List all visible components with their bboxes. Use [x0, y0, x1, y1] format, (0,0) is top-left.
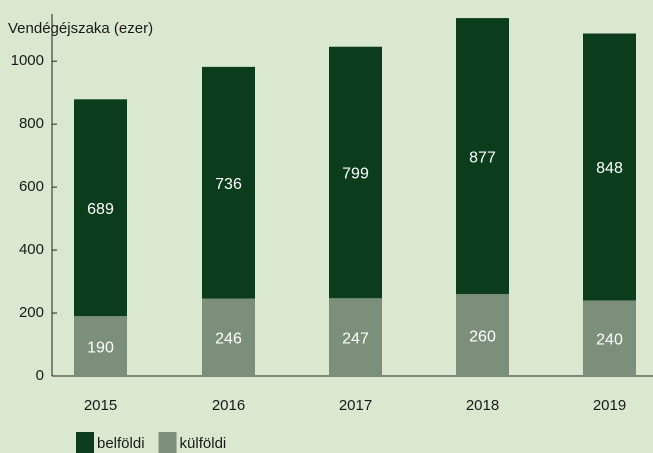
legend-swatch	[76, 432, 94, 453]
bar-segment	[329, 46, 382, 299]
data-label: 247	[342, 330, 369, 347]
bar-segment	[74, 99, 127, 317]
bar-segment	[74, 316, 127, 376]
data-label: 246	[215, 331, 242, 348]
x-tick-label: 2018	[466, 397, 499, 414]
y-tick-label: 800	[19, 115, 44, 132]
bar-segment	[202, 66, 255, 299]
y-tick-label: 1000	[11, 52, 44, 69]
data-label: 190	[87, 339, 114, 356]
x-tick-label: 2017	[339, 397, 372, 414]
data-label: 848	[596, 160, 623, 177]
data-label: 689	[87, 201, 114, 218]
bar-segment	[583, 33, 636, 301]
bar-segment	[456, 18, 509, 295]
y-tick-label: 0	[36, 367, 44, 384]
x-tick-label: 2019	[593, 397, 626, 414]
legend-label: belföldi	[97, 435, 145, 452]
x-tick-label: 2015	[84, 397, 117, 414]
y-tick-label: 400	[19, 241, 44, 258]
data-label: 240	[596, 331, 623, 348]
y-tick-label: 200	[19, 304, 44, 321]
bar-segment	[583, 300, 636, 376]
x-tick-label: 2016	[212, 397, 245, 414]
data-label: 736	[215, 176, 242, 193]
legend-label: külföldi	[180, 435, 227, 452]
data-label: 260	[469, 328, 496, 345]
bar-segment	[329, 298, 382, 376]
y-tick-label: 600	[19, 178, 44, 195]
data-label: 877	[469, 149, 496, 166]
data-label: 799	[342, 166, 369, 183]
y-axis-label: Vendégéjszaka (ezer)	[8, 20, 153, 37]
bar-segment	[202, 298, 255, 376]
legend-swatch	[158, 432, 177, 453]
bar-segment	[456, 294, 509, 376]
